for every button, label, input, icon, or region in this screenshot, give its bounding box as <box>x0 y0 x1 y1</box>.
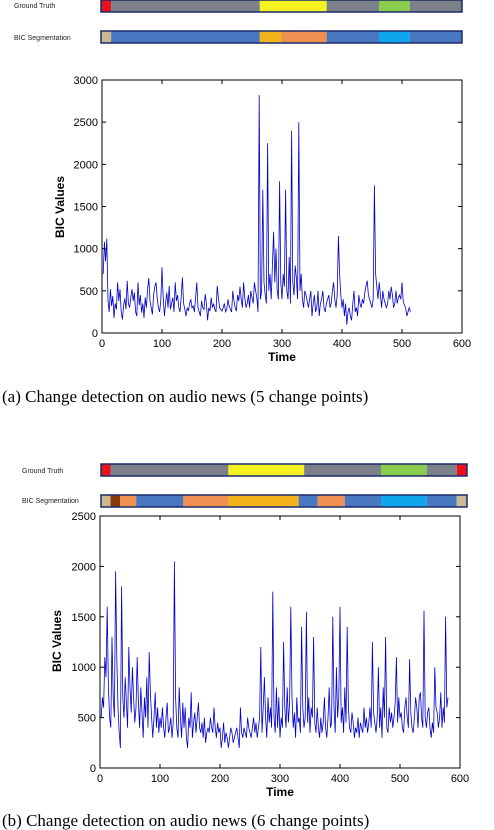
bar-border <box>100 494 468 508</box>
bic-segmentation-label-a: BIC Segmentation <box>14 35 71 42</box>
y-tick-label: 500 <box>78 713 96 725</box>
segment-2 <box>259 31 282 43</box>
y-tick-label: 2000 <box>74 159 98 171</box>
bic-line-chart-b: 0 100 200 300 400 500 60005001000150020002500 … <box>50 511 469 799</box>
bic-segmentation-label-b: BIC Segmentation <box>22 498 79 505</box>
x-tick-label: 300 <box>273 338 291 350</box>
x-tick-label: 0 <box>97 773 103 785</box>
y-tick-label: 0 <box>92 328 98 340</box>
segment-6 <box>456 464 467 476</box>
y-tick-label: 1500 <box>72 612 96 624</box>
y-tick-label: 2500 <box>72 511 96 523</box>
segment-1 <box>111 31 260 43</box>
y-tick-label: 2500 <box>74 117 98 129</box>
segment-0 <box>101 0 112 12</box>
segment-6 <box>409 31 462 43</box>
segment-4 <box>378 0 410 12</box>
x-tick-label: 100 <box>153 338 171 350</box>
x-tick-label: 200 <box>213 338 231 350</box>
segment-8 <box>344 495 381 507</box>
segment-10 <box>426 495 457 507</box>
x-axis-label-a: Time <box>268 350 296 364</box>
segment-2 <box>259 0 327 12</box>
segment-4 <box>326 31 379 43</box>
segment-2 <box>228 464 305 476</box>
bic-series-line-a <box>102 95 411 325</box>
caption-b: (b) Change detection on audio news (6 ch… <box>2 811 369 830</box>
y-tick-label: 1000 <box>74 244 98 256</box>
y-axis-label-a: BIC Values <box>53 176 67 238</box>
caption-a: (a) Change detection on audio news (5 ch… <box>2 387 368 406</box>
plot-frame-a <box>101 79 463 334</box>
x-tick-label: 400 <box>333 338 351 350</box>
segment-5 <box>378 31 410 43</box>
x-tick-label: 200 <box>211 773 229 785</box>
x-tick-label: 0 <box>99 338 105 350</box>
x-tick-label: 300 <box>271 773 289 785</box>
segment-1 <box>111 0 260 12</box>
bic-line-chart-a: 0 100 200 300 400 500 600 0 500 1000 1500 2000 2500 3… <box>53 75 471 364</box>
bic-segmentation-bar-b <box>100 494 468 508</box>
segment-4 <box>380 464 427 476</box>
y-tick-label: 1000 <box>72 662 96 674</box>
ground-truth-label-a: Ground Truth <box>14 3 55 10</box>
bic-segmentation-bar-a <box>100 30 463 44</box>
segment-1 <box>110 464 229 476</box>
x-tick-label: 500 <box>393 338 411 350</box>
x-tick-label: 600 <box>451 773 469 785</box>
plot-frame-b <box>99 515 461 769</box>
y-axis-label-b: BIC Values <box>50 610 64 672</box>
bic-series-line-b <box>100 561 449 748</box>
x-tick-label: 400 <box>331 773 349 785</box>
segment-7 <box>317 495 345 507</box>
x-axis-label-b: Time <box>266 785 294 799</box>
y-tick-label: 3000 <box>74 75 98 87</box>
segment-5 <box>426 464 457 476</box>
segment-3 <box>136 495 184 507</box>
axis-ticks-b: 0 100 200 300 400 500 600 0 500 1000 1500 2000 2500 <box>72 511 470 785</box>
segment-9 <box>380 495 427 507</box>
bar-border <box>100 0 463 13</box>
y-tick-label: 2000 <box>72 561 96 573</box>
bar-border <box>100 30 463 44</box>
panel-a: Ground Truth BIC Segmentation 0 100 200 300… <box>2 0 471 406</box>
segment-6 <box>298 495 318 507</box>
segment-5 <box>228 495 299 507</box>
segment-11 <box>456 495 467 507</box>
ground-truth-label-b: Ground Truth <box>22 468 63 475</box>
ground-truth-bar-b <box>100 463 468 477</box>
segment-3 <box>281 31 327 43</box>
bar-border <box>100 463 468 477</box>
y-tick-label: 1500 <box>74 202 98 214</box>
segment-2 <box>120 495 137 507</box>
ground-truth-bar-a <box>100 0 463 13</box>
x-tick-label: 500 <box>391 773 409 785</box>
segment-1 <box>110 495 121 507</box>
x-tick-label: 600 <box>453 338 471 350</box>
panel-b: Ground Truth BIC Segmentation 0 100 200 300… <box>2 463 469 830</box>
segment-3 <box>326 0 379 12</box>
y-tick-label: 500 <box>80 286 98 298</box>
segment-0 <box>101 31 112 43</box>
segment-0 <box>101 464 111 476</box>
x-tick-label: 100 <box>151 773 169 785</box>
segment-5 <box>409 0 462 12</box>
axis-ticks-a: 0 100 200 300 400 500 600 0 500 1000 1500 2000 2500 3… <box>74 75 472 350</box>
segment-0 <box>101 495 111 507</box>
y-tick-label: 0 <box>90 763 96 775</box>
segment-3 <box>304 464 381 476</box>
segment-4 <box>183 495 229 507</box>
